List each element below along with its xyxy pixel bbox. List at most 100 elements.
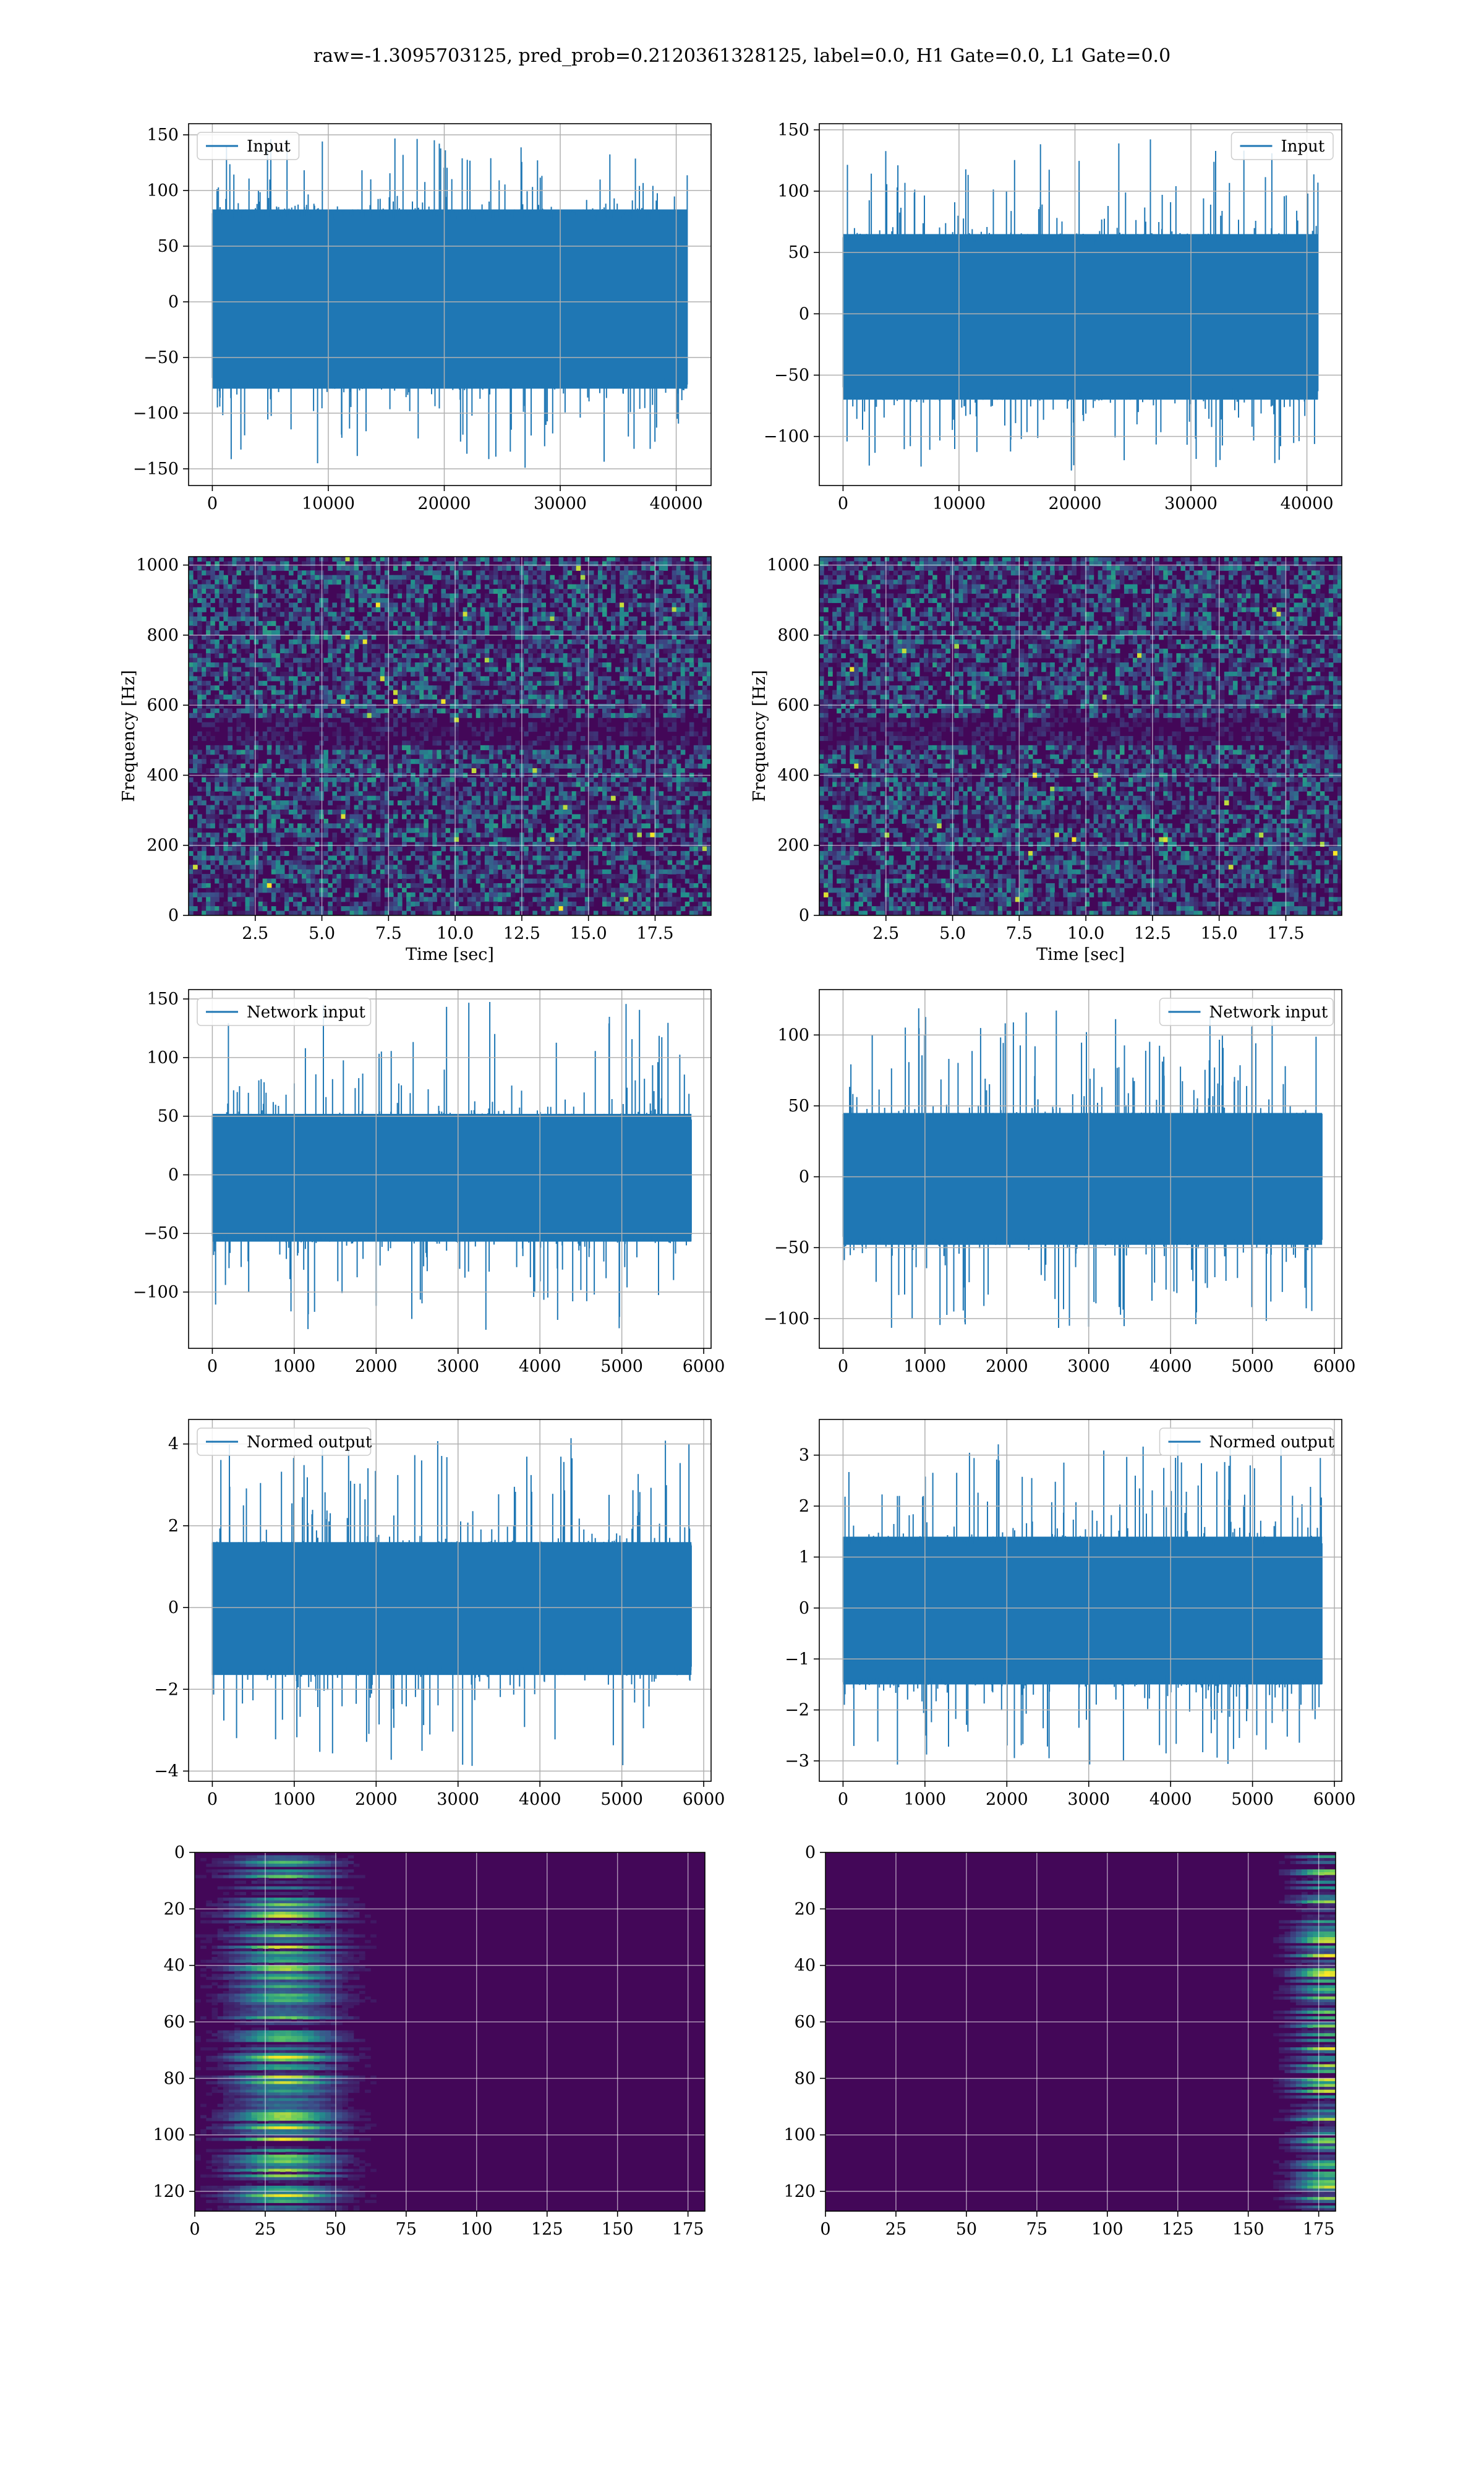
y-tick-label: 1000 bbox=[767, 556, 809, 575]
x-tick-label: 15.0 bbox=[1201, 924, 1238, 943]
x-tick-label: 0 bbox=[820, 2220, 830, 2239]
y-tick-label: 80 bbox=[164, 2069, 185, 2088]
legend-label: Network input bbox=[1209, 1003, 1328, 1022]
x-tick-label: 12.5 bbox=[503, 924, 540, 943]
y-tick-label: 50 bbox=[158, 1107, 179, 1126]
legend-label: Network input bbox=[247, 1003, 365, 1022]
x-tick-label: 4000 bbox=[519, 1790, 561, 1809]
y-tick-label: 800 bbox=[777, 626, 809, 645]
x-tick-label: 3000 bbox=[1067, 1790, 1110, 1809]
y-tick-label: 0 bbox=[799, 1599, 809, 1618]
subplot-p2: 0 10000 20000 30000 40000 −100 −50 0 50 100 150 Inp… bbox=[764, 121, 1342, 513]
x-tick-label: 0 bbox=[207, 1790, 218, 1809]
x-tick-label: 3000 bbox=[437, 1790, 479, 1809]
subplot-p10: 0 25 50 75 100 125 150 175 0 20 40 60 80 100 120 bbox=[783, 1843, 1336, 2239]
x-tick-label: 10000 bbox=[302, 494, 355, 513]
y-tick-label: 600 bbox=[777, 696, 809, 715]
y-tick-label: 80 bbox=[795, 2069, 816, 2088]
heatmap-image bbox=[195, 1852, 705, 2211]
y-tick-label: 1 bbox=[799, 1547, 809, 1567]
y-tick-label: 40 bbox=[164, 1956, 185, 1975]
y-tick-label: −4 bbox=[154, 1761, 179, 1781]
signal-line bbox=[211, 1002, 692, 1330]
y-tick-label: −50 bbox=[774, 366, 809, 385]
y-tick-label: 800 bbox=[147, 626, 179, 645]
x-tick-label: 6000 bbox=[683, 1357, 725, 1376]
x-tick-label: 125 bbox=[531, 2220, 563, 2239]
y-tick-label: 100 bbox=[147, 181, 179, 200]
x-tick-label: 25 bbox=[255, 2220, 276, 2239]
y-tick-label: 0 bbox=[805, 1843, 816, 1862]
y-tick-label: 0 bbox=[799, 906, 809, 925]
x-tick-label: 0 bbox=[189, 2220, 200, 2239]
y-tick-label: 600 bbox=[147, 696, 179, 715]
y-tick-label: 400 bbox=[777, 766, 809, 785]
x-tick-label: 5000 bbox=[600, 1790, 643, 1809]
x-tick-label: 7.5 bbox=[375, 924, 402, 943]
x-tick-label: 2.5 bbox=[872, 924, 899, 943]
y-tick-label: −50 bbox=[774, 1238, 809, 1257]
x-tick-label: 1000 bbox=[273, 1790, 315, 1809]
legend: Input bbox=[197, 132, 300, 160]
y-tick-label: 60 bbox=[164, 2013, 185, 2032]
legend: Input bbox=[1230, 132, 1334, 160]
signal-line bbox=[842, 1008, 1323, 1328]
x-tick-label: 5000 bbox=[1231, 1357, 1274, 1376]
y-tick-label: 20 bbox=[795, 1899, 816, 1919]
y-tick-label: 50 bbox=[158, 237, 179, 256]
x-tick-label: 150 bbox=[1232, 2220, 1264, 2239]
signal-line bbox=[211, 1438, 692, 1766]
y-tick-label: 200 bbox=[147, 836, 179, 855]
y-tick-label: −2 bbox=[785, 1701, 809, 1720]
y-tick-label: 120 bbox=[783, 2182, 816, 2201]
x-tick-label: 2000 bbox=[986, 1357, 1028, 1376]
x-tick-label: 0 bbox=[207, 494, 218, 513]
y-tick-label: −50 bbox=[143, 348, 179, 367]
x-tick-label: 4000 bbox=[1149, 1790, 1192, 1809]
x-tick-label: 5.0 bbox=[939, 924, 966, 943]
legend: Normed output bbox=[1159, 1427, 1335, 1456]
x-tick-label: 0 bbox=[207, 1357, 218, 1376]
y-tick-label: 100 bbox=[777, 182, 809, 201]
axes-frame bbox=[819, 989, 1342, 1349]
y-tick-label: 150 bbox=[777, 121, 809, 140]
axes-frame bbox=[188, 556, 712, 916]
x-tick-label: 0 bbox=[838, 494, 848, 513]
y-tick-label: 0 bbox=[168, 1598, 179, 1617]
y-tick-label: −50 bbox=[143, 1224, 179, 1243]
axes-frame bbox=[188, 1419, 712, 1782]
axes-frame bbox=[819, 123, 1342, 486]
heatmap-image bbox=[825, 1852, 1336, 2211]
x-tick-label: 1000 bbox=[903, 1357, 946, 1376]
y-tick-label: 150 bbox=[147, 990, 179, 1009]
y-tick-label: 100 bbox=[147, 1048, 179, 1068]
signal-line bbox=[842, 139, 1319, 471]
x-tick-label: 3000 bbox=[437, 1357, 479, 1376]
x-tick-label: 30000 bbox=[1164, 494, 1217, 513]
x-tick-label: 4000 bbox=[519, 1357, 561, 1376]
x-tick-label: 100 bbox=[1091, 2220, 1124, 2239]
x-tick-label: 5000 bbox=[600, 1357, 643, 1376]
x-tick-label: 25 bbox=[885, 2220, 906, 2239]
y-tick-label: −100 bbox=[133, 1283, 179, 1302]
subplot-p4: 2.5 5.0 7.5 10.0 12.5 15.0 17.5 0 200 400 600 800 10… bbox=[750, 556, 1342, 964]
y-tick-label: −150 bbox=[133, 460, 179, 479]
y-axis-label: Frequency [Hz] bbox=[750, 670, 769, 802]
legend-label: Normed output bbox=[1209, 1433, 1335, 1452]
y-tick-label: −100 bbox=[764, 427, 809, 447]
subplot-p3: 2.5 5.0 7.5 10.0 12.5 15.0 17.5 0 200 400 600 800 10… bbox=[119, 556, 712, 964]
axes-frame bbox=[819, 1419, 1342, 1782]
y-tick-label: −1 bbox=[785, 1650, 809, 1669]
x-tick-label: 5.0 bbox=[309, 924, 335, 943]
y-tick-label: 1000 bbox=[136, 556, 179, 575]
x-tick-label: 1000 bbox=[903, 1790, 946, 1809]
y-tick-label: 40 bbox=[795, 1956, 816, 1975]
y-tick-label: 50 bbox=[788, 1097, 809, 1116]
y-tick-label: −100 bbox=[133, 404, 179, 423]
y-tick-label: 400 bbox=[147, 766, 179, 785]
subplot-p9: 0 25 50 75 100 125 150 175 0 20 40 60 80 100 120 bbox=[153, 1843, 706, 2239]
y-tick-label: 4 bbox=[168, 1435, 179, 1454]
x-axis-label: Time [sec] bbox=[406, 945, 494, 964]
x-tick-label: 17.5 bbox=[636, 924, 673, 943]
